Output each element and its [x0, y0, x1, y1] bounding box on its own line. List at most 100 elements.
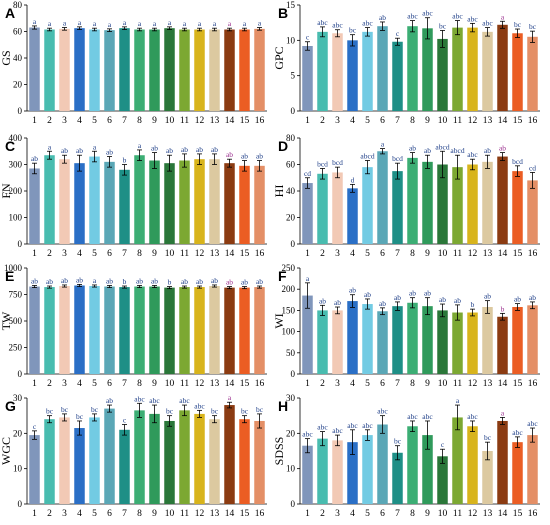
significance-letter: bc: [484, 433, 492, 442]
bar: [422, 161, 433, 244]
x-tick-label: 9: [152, 249, 157, 259]
significance-letter: abcd: [435, 142, 449, 151]
y-tick-label: 20: [286, 428, 296, 438]
x-tick-label: 15: [513, 379, 523, 389]
significance-letter: a: [108, 20, 112, 29]
bar: [239, 165, 250, 244]
x-tick-label: 15: [240, 509, 250, 519]
x-tick-label: 11: [453, 379, 462, 389]
bar: [194, 29, 205, 112]
y-tick-label: 30: [13, 393, 23, 403]
significance-letter: ab: [106, 276, 113, 285]
significance-letter: b: [471, 300, 475, 309]
x-tick-label: 7: [122, 509, 127, 519]
significance-letter: a: [93, 19, 97, 28]
significance-letter: bc: [76, 412, 84, 421]
significance-letter: ab: [499, 144, 506, 153]
bar: [239, 29, 250, 112]
x-tick-label: 14: [225, 379, 235, 389]
significance-letter: ab: [439, 295, 446, 304]
bar: [209, 419, 220, 504]
significance-letter: ab: [211, 145, 218, 154]
bar: [164, 28, 175, 111]
x-tick-label: 10: [165, 509, 175, 519]
bar: [254, 287, 265, 374]
x-tick-label: 15: [240, 379, 250, 389]
x-tick-label: 2: [47, 509, 52, 519]
x-tick-label: 8: [137, 249, 142, 259]
significance-letter: a: [456, 396, 460, 405]
significance-letter: ab: [409, 289, 416, 298]
significance-letter: ab: [166, 146, 173, 155]
significance-letter: abc: [467, 412, 478, 421]
significance-letter: a: [183, 19, 187, 28]
bar: [179, 29, 190, 112]
bar: [179, 410, 190, 504]
y-tick-label: 5: [291, 71, 296, 81]
significance-letter: abc: [422, 9, 433, 18]
x-tick-label: 13: [210, 509, 220, 519]
x-tick-label: 4: [350, 509, 355, 519]
significance-letter: ab: [46, 277, 53, 286]
bar: [452, 312, 463, 374]
significance-letter: a: [213, 19, 217, 28]
panel-letter: C: [5, 138, 15, 154]
significance-letter: bc: [349, 26, 357, 35]
bar: [302, 445, 313, 504]
x-tick-label: 3: [62, 116, 67, 126]
x-tick-label: 16: [528, 509, 538, 519]
bar: [512, 171, 523, 244]
significance-letter: abc: [467, 150, 478, 159]
significance-letter: abc: [317, 423, 328, 432]
bar: [194, 287, 205, 374]
significance-letter: ab: [151, 144, 158, 153]
x-tick-label: 14: [225, 509, 235, 519]
significance-letter: a: [93, 142, 97, 151]
bar: [437, 456, 448, 504]
significance-letter: c: [33, 422, 37, 431]
significance-letter: ab: [256, 152, 263, 161]
significance-letter: abcd: [450, 146, 464, 155]
bar: [209, 159, 220, 244]
bar: [377, 151, 388, 244]
x-tick-label: 4: [77, 116, 82, 126]
bar: [362, 167, 373, 244]
x-tick-label: 10: [438, 249, 448, 259]
x-tick-label: 11: [180, 249, 189, 259]
bar: [119, 169, 130, 244]
x-tick-label: 9: [152, 379, 157, 389]
significance-letter: a: [168, 18, 172, 27]
x-tick-label: 14: [498, 509, 508, 519]
significance-letter: c: [306, 33, 310, 42]
panel-f: F WI 0 50 100 150 200 250 a 1 ab 2 ab 3 ab 4 ab 5 ab 6 ab 7 ab…: [272, 263, 540, 389]
y-axis-label: WGC: [0, 437, 13, 465]
significance-letter: bcd: [332, 158, 343, 167]
x-tick-label: 2: [47, 249, 52, 259]
bar: [74, 285, 85, 374]
y-tick-label: 10: [13, 464, 23, 474]
bar: [317, 31, 328, 111]
y-tick-label: 10: [286, 464, 296, 474]
bar: [164, 287, 175, 374]
bar: [347, 301, 358, 374]
x-tick-label: 5: [92, 116, 97, 126]
significance-letter: ab: [181, 145, 188, 154]
significance-letter: c: [441, 440, 445, 449]
x-tick-label: 16: [255, 116, 265, 126]
significance-letter: ab: [61, 146, 68, 155]
significance-letter: abc: [332, 426, 343, 435]
x-tick-label: 3: [335, 249, 340, 259]
x-tick-label: 7: [122, 249, 127, 259]
significance-letter: a: [198, 19, 202, 28]
x-tick-label: 10: [438, 116, 448, 126]
x-tick-label: 12: [468, 379, 478, 389]
bar: [209, 29, 220, 112]
bar: [332, 440, 343, 504]
y-tick-label: 300: [9, 160, 23, 170]
x-tick-label: 10: [438, 509, 448, 519]
x-tick-label: 1: [305, 249, 310, 259]
bar: [302, 45, 313, 112]
x-tick-label: 13: [483, 116, 493, 126]
x-tick-label: 1: [32, 249, 37, 259]
